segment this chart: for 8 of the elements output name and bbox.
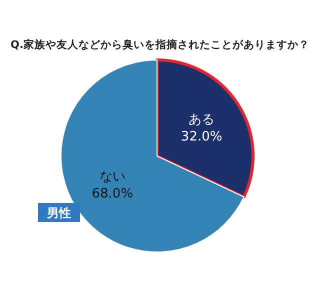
data-label: 68.0% (92, 186, 134, 202)
pie-slice (60, 60, 244, 252)
chart-title: Q.家族や友人などから臭いを指摘されたことがありますか？ (10, 38, 310, 51)
slice-label: ない (99, 169, 126, 184)
pie-slice (156, 58, 254, 198)
data-label: 32.0% (180, 130, 222, 145)
slice-label: ある (188, 112, 215, 128)
text: 男性 (46, 206, 71, 220)
